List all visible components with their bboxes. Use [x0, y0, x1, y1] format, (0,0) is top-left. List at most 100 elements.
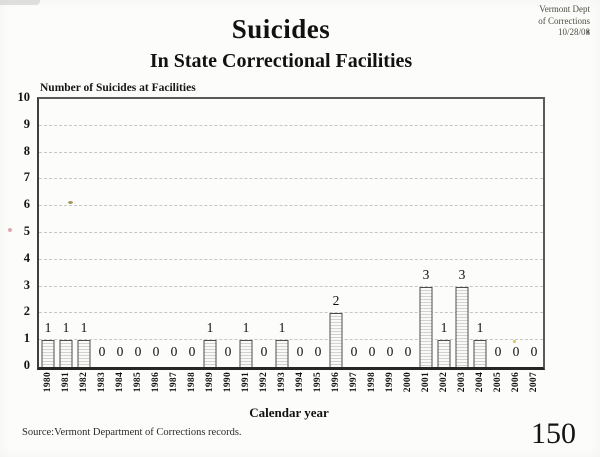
bar-slot-1995: 0 1995: [309, 99, 327, 392]
bar-value-label-1984: 0: [116, 344, 124, 359]
bar-slot-1992: 0 1992: [255, 99, 273, 392]
y-tick-label: 7: [23, 170, 30, 185]
bar-value-label-2004: 1: [476, 320, 484, 336]
bar-1993: [275, 340, 289, 367]
y-tick-label: 8: [23, 143, 30, 158]
x-tick-label-1983: 1983: [97, 372, 107, 393]
bar-value-label-2001: 3: [422, 266, 430, 282]
y-axis-tick-labels: 0 1 2 3 4 5 6 7 8 9 10: [6, 90, 31, 372]
title-block: Suicides In State Correctional Facilitie…: [0, 14, 562, 73]
bar-slot-2007: 0 2007: [525, 99, 543, 392]
bar-value-label-2005: 0: [494, 344, 502, 359]
page-number: 150: [531, 417, 576, 450]
x-tick-label-1994: 1994: [295, 372, 305, 393]
x-tick-label-1996: 1996: [331, 372, 341, 393]
bar-slot-2000: 0 2000: [399, 99, 417, 392]
x-tick-label-1997: 1997: [349, 372, 359, 393]
scan-edge-artifact: [0, 0, 40, 5]
x-tick-label-1995: 1995: [313, 372, 323, 393]
y-tick-label: 4: [23, 250, 30, 265]
x-tick-label-2004: 2004: [475, 372, 485, 393]
source-note: Source:Vermont Department of Corrections…: [22, 427, 242, 438]
y-tick-label: 1: [23, 331, 30, 346]
x-tick-label-2000: 2000: [403, 372, 413, 393]
chart-subtitle: In State Correctional Facilities: [149, 50, 413, 72]
bar-value-label-2002: 1: [440, 320, 448, 336]
x-tick-label-1990: 1990: [223, 372, 233, 393]
x-tick-label-2006: 2006: [511, 372, 521, 393]
bar-value-label-2000: 0: [404, 344, 412, 359]
chart-title: Suicides: [231, 14, 331, 44]
y-tick-label: 3: [23, 277, 30, 292]
bar-slot-1997: 0 1997: [345, 99, 363, 392]
bar-value-label-1989: 1: [206, 320, 214, 336]
bar-1981: [59, 340, 73, 367]
plot-area: 1 1980 1 1981 1 1982 0 1983 0 1984 0 1985 0 1986 0 1987…: [37, 97, 545, 392]
corner-note-line2: of Corrections: [538, 15, 590, 26]
gridline-y3: [39, 285, 543, 287]
bar-2002: [437, 340, 451, 367]
bar-slot-2002: 1 2002: [435, 99, 453, 392]
bar-slot-2004: 1 2004: [471, 99, 489, 392]
bar-value-label-1996: 2: [332, 293, 340, 309]
bar-1989: [203, 340, 217, 367]
x-tick-label-2005: 2005: [493, 372, 503, 393]
bar-value-label-1987: 0: [170, 344, 178, 359]
x-tick-label-1989: 1989: [205, 372, 215, 393]
bar-slot-1989: 1 1989: [201, 99, 219, 392]
corner-note: Vermont Dept of Corrections 10/28/08: [538, 4, 590, 39]
bar-value-label-1982: 1: [80, 320, 88, 336]
bar-value-label-1991: 1: [242, 320, 250, 336]
x-tick-label-2003: 2003: [457, 372, 467, 393]
bar-slot-1993: 1 1993: [273, 99, 291, 392]
gridline-y4: [39, 258, 543, 260]
y-tick-label: 6: [23, 197, 30, 212]
bar-value-label-1988: 0: [188, 344, 196, 359]
scan-speck: [68, 201, 73, 204]
bar-slot-1983: 0 1983: [93, 99, 111, 392]
x-tick-label-1982: 1982: [79, 372, 89, 393]
scan-speck: [513, 340, 516, 343]
y-tick-label: 0: [23, 358, 30, 372]
y-tick-label: 5: [23, 224, 30, 238]
x-tick-label-1980: 1980: [43, 372, 53, 393]
x-tick-label-2002: 2002: [439, 372, 449, 393]
bar-2004: [473, 340, 487, 367]
bar-slot-2001: 3 2001: [417, 99, 435, 392]
bar-2003: [455, 286, 469, 367]
bar-slot-1987: 0 1987: [165, 99, 183, 392]
bar-slot-2003: 3 2003: [453, 99, 471, 392]
bar-value-label-2006: 0: [512, 344, 520, 359]
gridline-y6: [39, 205, 543, 207]
bar-slot-1985: 0 1985: [129, 99, 147, 392]
bar-value-label-1998: 0: [368, 344, 376, 359]
bar-value-label-1994: 0: [296, 344, 304, 359]
gridline-y8: [39, 151, 543, 153]
scan-speck: [587, 30, 589, 34]
gridline-y7: [39, 178, 543, 180]
bar-1996: [329, 313, 343, 367]
x-tick-label-1992: 1992: [259, 372, 269, 393]
bar-slot-1984: 0 1984: [111, 99, 129, 392]
bar-value-label-1992: 0: [260, 344, 268, 359]
bar-value-label-1986: 0: [152, 344, 160, 359]
bar-slot-1986: 0 1986: [147, 99, 165, 392]
bar-slot-1994: 0 1994: [291, 99, 309, 392]
bar-slot-2005: 0 2005: [489, 99, 507, 392]
x-tick-label-1987: 1987: [169, 372, 179, 393]
x-tick-label-2007: 2007: [529, 372, 539, 393]
bar-value-label-1980: 1: [44, 320, 52, 336]
bar-value-label-1999: 0: [386, 344, 394, 359]
bar-value-label-1983: 0: [98, 344, 106, 359]
x-tick-label-1988: 1988: [187, 372, 197, 393]
x-tick-label-1986: 1986: [151, 372, 161, 393]
bar-slot-1981: 1 1981: [57, 99, 75, 392]
gridline-y1: [39, 339, 543, 341]
x-tick-label-1985: 1985: [133, 372, 143, 393]
bar-value-label-1985: 0: [134, 344, 142, 359]
bar-value-label-1981: 1: [62, 320, 70, 336]
bar-slot-1982: 1 1982: [75, 99, 93, 392]
x-tick-label-1984: 1984: [115, 372, 125, 393]
x-axis-title: Calendar year: [249, 405, 329, 420]
